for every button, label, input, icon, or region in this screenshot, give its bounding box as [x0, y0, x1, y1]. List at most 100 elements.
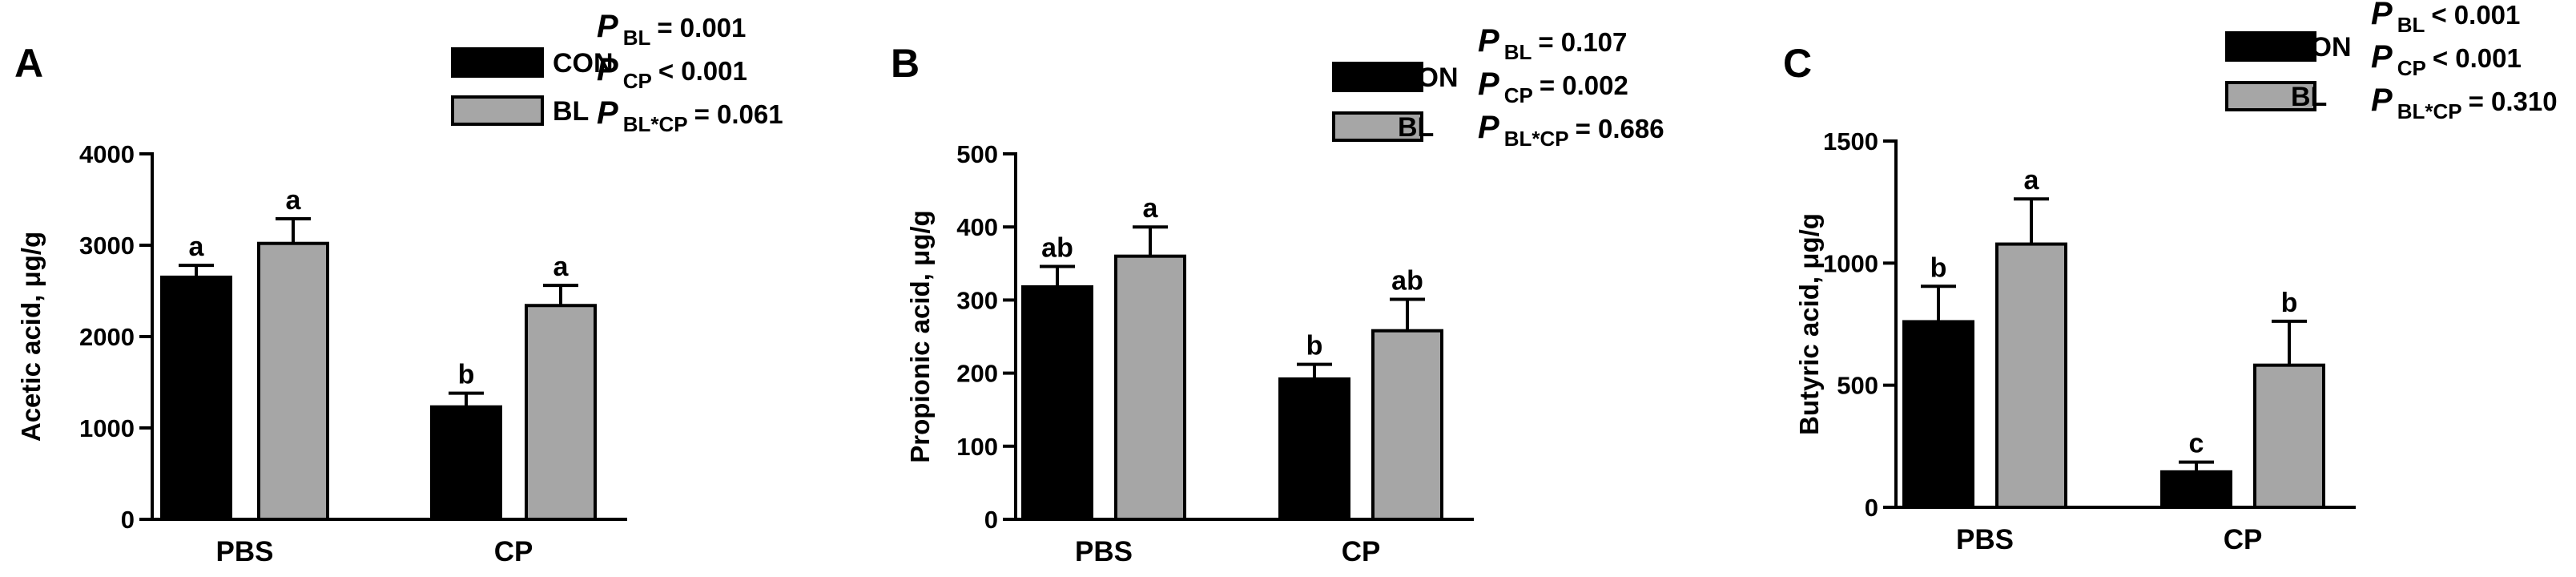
x-tick-label: PBS: [1075, 536, 1133, 567]
chart-panel-a: A 0 1000 2000 3000 4000 Acetic acid, μg/g a a PBS…: [14, 9, 783, 567]
chart-panel-b: B 0 100 200 300 400 500 Propionic acid, μg/g ab a…: [891, 23, 1664, 567]
y-tick-label: 500: [956, 140, 998, 168]
bar-con-cp: [1278, 377, 1350, 521]
p-symbol: P: [1478, 67, 1499, 102]
significance-letter: b: [458, 360, 475, 390]
bar-con-cp: [2160, 470, 2232, 509]
legend-swatch-con: [2225, 31, 2316, 62]
x-tick-label: CP: [1342, 536, 1381, 567]
p-symbol: P: [2371, 83, 2393, 118]
y-tick-label: 300: [956, 286, 998, 314]
y-tick-label: 100: [956, 433, 998, 461]
p-value-annotation: P BL < 0.001: [2371, 0, 2520, 37]
legend-label: BL: [553, 96, 589, 127]
p-symbol: P: [597, 95, 618, 131]
legend-swatch-bl: [1332, 111, 1423, 142]
y-tick-label: 500: [1837, 372, 1878, 400]
p-value-text: = 0.686: [1576, 114, 1664, 143]
p-symbol: P: [1478, 110, 1499, 145]
y-tick-label: 0: [121, 506, 135, 534]
bar-bl-cp: [1371, 329, 1443, 522]
bar-con-pbs: [1902, 320, 1974, 509]
panel-letter: C: [1783, 41, 1812, 86]
legend-label: BL: [1398, 112, 1434, 143]
bar-bl-cp: [2253, 363, 2325, 509]
bar-bl-cp: [525, 304, 597, 521]
y-axis-label: Propionic acid, μg/g: [905, 210, 935, 462]
significance-letter: a: [553, 252, 570, 282]
p-value-annotation: P BL*CP = 0.310: [2371, 83, 2558, 123]
p-value-text: < 0.001: [658, 56, 747, 86]
chart-panel-c: C 0 500 1000 1500 Butyric acid, μg/g b a PBS c b CP…: [1783, 0, 2558, 555]
y-tick-label: 2000: [79, 323, 135, 351]
p-subscript: BL*CP: [1504, 127, 1569, 151]
significance-letter: ab: [1041, 232, 1073, 263]
y-tick-label: 400: [956, 213, 998, 241]
legend-swatch-con: [1332, 62, 1423, 92]
bar-con-pbs: [1021, 284, 1093, 521]
y-tick-label: 1000: [1823, 249, 1878, 277]
significance-letter: a: [2024, 165, 2040, 196]
bar-con-pbs: [160, 275, 232, 521]
p-subscript: CP: [2397, 56, 2426, 80]
bar-con-cp: [430, 405, 502, 521]
p-value-annotation: P CP < 0.001: [2371, 39, 2522, 80]
p-value-annotation: P BL = 0.001: [597, 9, 746, 50]
legend-swatch-con: [451, 47, 544, 78]
bar-bl-pbs: [1114, 254, 1186, 521]
p-value-text: = 0.061: [694, 99, 783, 129]
y-tick-label: 4000: [79, 140, 135, 168]
significance-letter: b: [1930, 252, 1947, 283]
p-value-text: = 0.001: [657, 13, 746, 42]
x-tick-label: PBS: [216, 536, 274, 567]
p-symbol: P: [597, 52, 618, 87]
y-tick-label: 1000: [79, 414, 135, 442]
panel-letter: A: [14, 41, 43, 86]
legend-swatch-bl: [2225, 81, 2316, 111]
p-value-annotation: P BL*CP = 0.061: [597, 95, 783, 136]
p-subscript: BL: [2397, 13, 2425, 37]
p-subscript: BL: [1504, 40, 1532, 64]
p-value-annotation: P CP < 0.001: [597, 52, 747, 93]
legend-label: CON: [1398, 63, 1459, 93]
p-subscript: CP: [1504, 83, 1533, 107]
y-tick-label: 0: [984, 506, 998, 534]
p-value-text: = 0.002: [1540, 71, 1628, 100]
p-subscript: BL*CP: [623, 112, 688, 136]
p-value-text: < 0.001: [2431, 0, 2520, 30]
p-value-text: = 0.310: [2469, 87, 2558, 116]
y-tick-label: 3000: [79, 232, 135, 260]
bar-bl-pbs: [1995, 242, 2067, 509]
significance-letter: c: [2189, 429, 2204, 459]
y-tick-label: 200: [956, 360, 998, 388]
significance-letter: ab: [1391, 265, 1423, 296]
p-subscript: CP: [623, 69, 652, 93]
p-symbol: P: [2371, 0, 2393, 31]
p-subscript: BL*CP: [2397, 99, 2462, 123]
panel-letter: B: [891, 41, 920, 86]
p-value-text: < 0.001: [2433, 43, 2522, 73]
p-subscript: BL: [623, 26, 651, 50]
p-symbol: P: [2371, 39, 2393, 75]
y-tick-label: 1500: [1823, 127, 1878, 155]
x-tick-label: CP: [494, 536, 533, 567]
significance-letter: b: [2281, 288, 2298, 318]
p-value-annotation: P BL*CP = 0.686: [1478, 110, 1664, 151]
significance-letter: a: [1143, 193, 1159, 224]
y-tick-label: 0: [1865, 494, 1878, 522]
p-value-text: = 0.107: [1538, 27, 1627, 57]
bar-bl-pbs: [257, 241, 329, 521]
y-axis-label: Acetic acid, μg/g: [16, 232, 46, 442]
x-tick-label: CP: [2224, 524, 2263, 555]
legend-label: CON: [2291, 32, 2352, 63]
p-value-annotation: P CP = 0.002: [1478, 67, 1628, 107]
p-symbol: P: [597, 9, 618, 44]
significance-letter: a: [286, 185, 302, 216]
significance-letter: a: [189, 232, 205, 262]
legend-swatch-bl: [451, 95, 544, 126]
x-tick-label: PBS: [1956, 524, 2014, 555]
p-value-annotation: P BL = 0.107: [1478, 23, 1627, 64]
p-symbol: P: [1478, 23, 1499, 59]
y-axis-label: Butyric acid, μg/g: [1794, 213, 1824, 435]
